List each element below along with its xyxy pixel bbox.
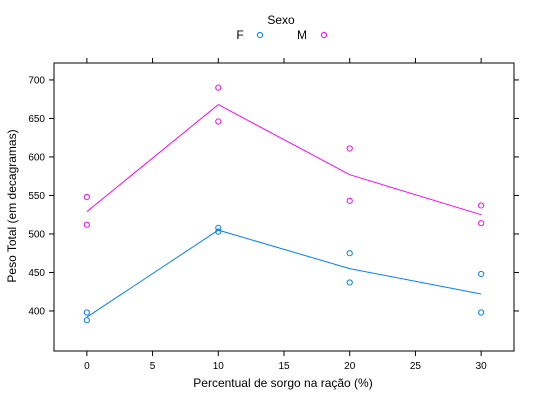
data-point-f (83, 309, 90, 316)
data-point-m (346, 145, 353, 152)
data-point-m (215, 118, 222, 125)
legend-marker-f (256, 31, 264, 39)
data-point-f (346, 279, 353, 286)
x-axis-label: Percentual de sorgo na ração (%) (193, 376, 372, 390)
legend-marker-m (320, 31, 328, 39)
data-point-f (478, 270, 485, 278)
data-point-f (215, 224, 222, 231)
data-point-m (83, 193, 90, 201)
y-tick-label: 500 (28, 229, 45, 240)
legend-title: Sexo (267, 13, 295, 27)
plot-frame (53, 62, 515, 352)
y-tick-label: 400 (28, 306, 45, 317)
plot-area: 0 5 10 15 20 25 30 400 450 500 550 600 650 700 (28, 58, 519, 372)
x-tick-label: 15 (278, 361, 290, 372)
data-point-m (83, 221, 90, 228)
data-point-f (83, 317, 90, 324)
x-tick-label: 20 (344, 361, 356, 372)
y-tick-label: 700 (28, 75, 45, 86)
legend-label-m: M (297, 28, 307, 42)
data-point-m (215, 84, 222, 91)
series-line-m (86, 104, 482, 216)
legend-label-f: F (236, 28, 243, 42)
series-line-f (86, 229, 482, 318)
x-tick-label: 10 (213, 361, 225, 372)
data-point-m (478, 202, 485, 209)
y-tick-label: 450 (28, 268, 45, 279)
y-tick-label: 600 (28, 152, 45, 163)
y-axis-label: Peso Total (em decagramas) (5, 129, 19, 282)
y-tick-label: 650 (28, 114, 45, 125)
x-tick-label: 5 (150, 361, 156, 372)
data-point-f (346, 250, 353, 257)
legend: Sexo F M (236, 13, 328, 42)
data-point-m (478, 220, 485, 227)
x-tick-label: 30 (476, 361, 488, 372)
data-point-m (346, 197, 353, 204)
x-tick-label: 0 (84, 361, 90, 372)
data-point-f (215, 228, 222, 235)
data-point-f (478, 309, 485, 316)
x-tick-label: 25 (410, 361, 422, 372)
y-tick-label: 550 (28, 191, 45, 202)
